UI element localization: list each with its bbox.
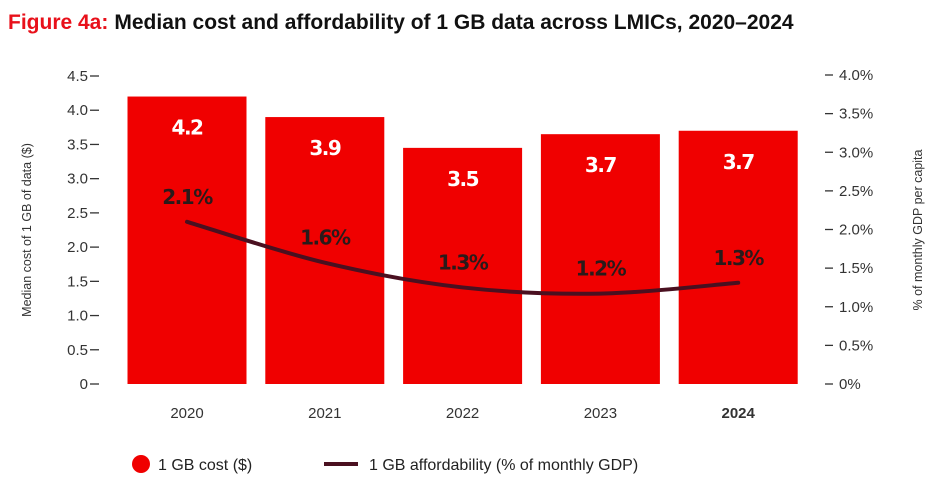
figure-label: Figure 4a:	[8, 11, 108, 34]
x-tick-label: 2023	[584, 405, 617, 422]
line-value-label: 2.1%	[162, 185, 213, 209]
y-tick-label: 0.5	[67, 342, 88, 359]
y-tick-label: 0	[80, 376, 88, 393]
x-tick-label: 2021	[308, 405, 341, 422]
bar-2023	[540, 134, 660, 384]
legend-line-label: 1 GB affordability (% of monthly GDP)	[369, 457, 638, 474]
y2-tick-label: 1.0%	[839, 299, 873, 316]
y2-tick-label: 1.5%	[839, 260, 873, 277]
bar-2022	[403, 147, 523, 384]
right-axis-label: % of monthly GDP per capita	[911, 149, 925, 310]
line-value-label: 1.6%	[300, 226, 351, 250]
line-value-label: 1.2%	[576, 257, 627, 281]
y2-tick-label: 0.5%	[839, 337, 873, 354]
y-tick-label: 3.5	[67, 136, 88, 153]
left-axis-label: Median cost of 1 GB of data ($)	[20, 143, 34, 317]
y2-tick-label: 2.0%	[839, 222, 873, 239]
y-tick-label: 4.0	[67, 102, 88, 119]
legend: 1 GB cost ($) 1 GB affordability (% of m…	[132, 455, 638, 474]
chart-title: Figure 4a: Median cost and affordability …	[8, 11, 794, 34]
bar-value-label: 3.7	[585, 153, 617, 177]
left-axis: 0 0.5 1.0 1.5 2.0 2.5 3.0 3.5 4.0 4.5	[67, 68, 99, 393]
y2-tick-label: 4.0%	[839, 67, 873, 84]
x-tick-label: 2024	[722, 405, 756, 422]
y-tick-label: 1.5	[67, 273, 88, 290]
data-labels: 4.2 2.1% 3.9 1.6% 3.5 1.3% 3.7 1.2% 3.7 1.3%	[162, 116, 766, 294]
bar-2020	[127, 96, 247, 385]
line-value-label: 1.3%	[438, 250, 489, 274]
bar-value-label: 3.9	[309, 136, 341, 160]
right-axis: 0% 0.5% 1.0% 1.5% 2.0% 2.5% 3.0% 3.5% 4.0%	[825, 67, 873, 393]
y-tick-label: 2.0	[67, 239, 88, 256]
legend-bar-label: 1 GB cost ($)	[158, 457, 252, 474]
bar-value-label: 3.7	[723, 150, 755, 174]
line-value-label: 1.3%	[713, 246, 764, 270]
y2-tick-label: 3.5%	[839, 106, 873, 123]
x-axis: 2020 2021 2022 2023 2024	[170, 405, 755, 422]
y2-tick-label: 0%	[839, 376, 861, 393]
y-tick-label: 1.0	[67, 308, 88, 325]
bar-2024	[678, 130, 798, 384]
x-tick-label: 2022	[446, 405, 479, 422]
y2-tick-label: 3.0%	[839, 144, 873, 161]
legend-bar-swatch	[132, 455, 150, 473]
y-tick-label: 3.0	[67, 171, 88, 188]
y-tick-label: 2.5	[67, 205, 88, 222]
bar-value-label: 4.2	[172, 116, 204, 140]
y-tick-label: 4.5	[67, 68, 88, 85]
title-text: Median cost and affordability of 1 GB da…	[114, 11, 794, 34]
bars	[127, 96, 798, 385]
x-tick-label: 2020	[170, 405, 203, 422]
y2-tick-label: 2.5%	[839, 183, 873, 200]
bar-value-label: 3.5	[447, 167, 479, 191]
